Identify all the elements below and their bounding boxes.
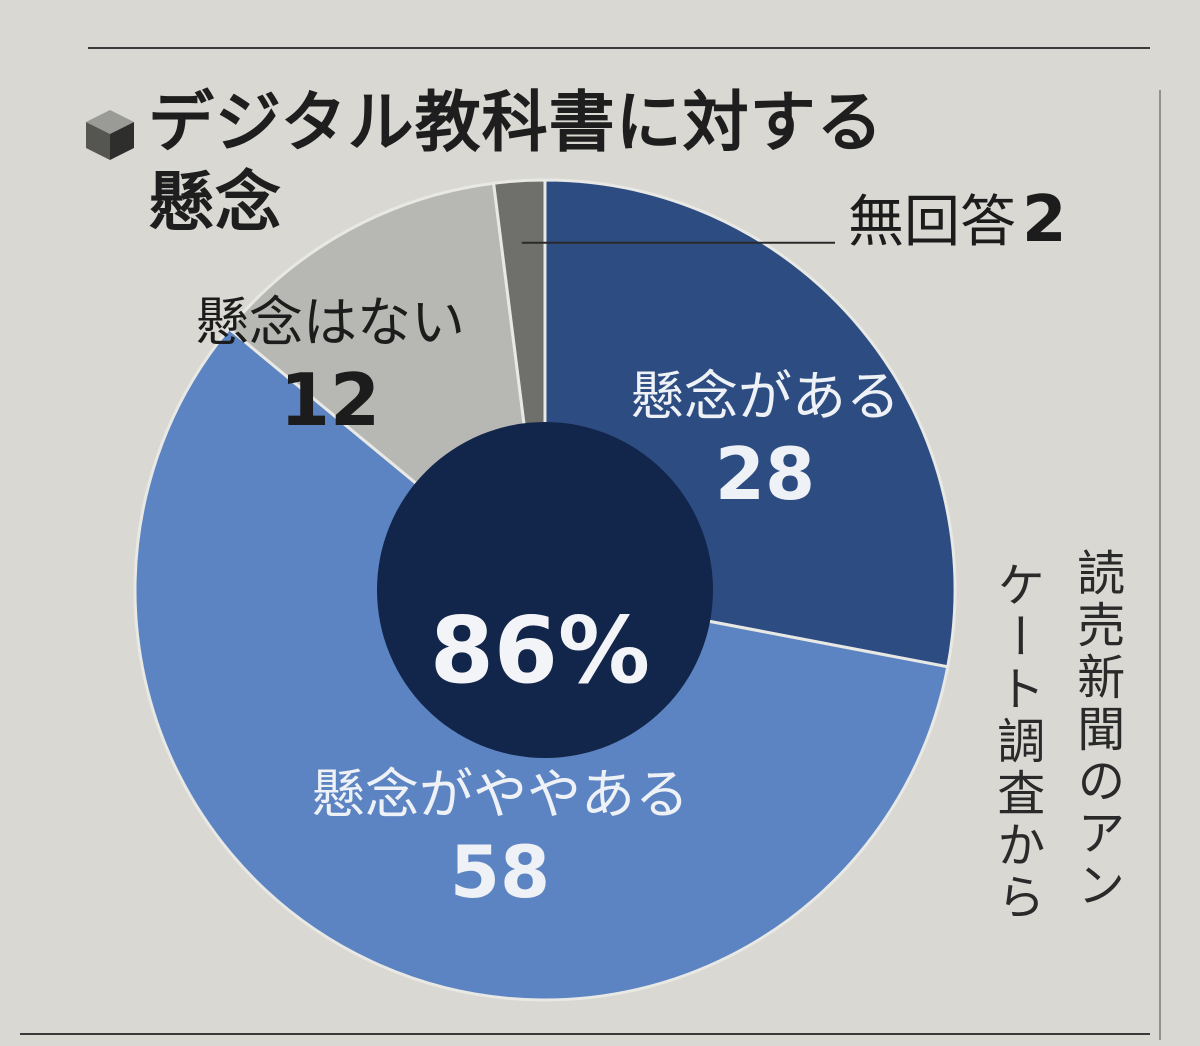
slice-label-concern: 懸念がある 28 (570, 365, 960, 516)
chart-title-line-1: デジタル教科書に対する (148, 84, 884, 161)
inner-summary-disk (377, 422, 713, 758)
slice-label-somewhat-category: 懸念がややある (311, 763, 689, 826)
slice-label-concern-value: 28 (714, 432, 816, 516)
slice-label-none-category: 懸念はない (195, 291, 465, 354)
slice-label-no-answer-value: 2 (1022, 183, 1067, 257)
source-note-line-1: 読売新聞のアン (1068, 548, 1125, 912)
slice-label-no-answer-category: 無回答 (848, 190, 1016, 255)
slice-label-none: 懸念はない 12 (140, 291, 520, 442)
slice-label-no-answer: 無回答2 (848, 188, 1067, 252)
inner-summary-label: 86% (429, 597, 651, 704)
slice-label-concern-category: 懸念がある (630, 365, 900, 428)
chart-title-line-2: 懸念 (148, 164, 282, 241)
slice-label-somewhat-value: 58 (449, 830, 551, 914)
source-note-line-2: ケート調査から (988, 560, 1045, 924)
slice-label-somewhat: 懸念がややある 58 (230, 763, 770, 914)
cube-icon (86, 110, 134, 160)
slice-label-none-value: 12 (279, 358, 381, 442)
